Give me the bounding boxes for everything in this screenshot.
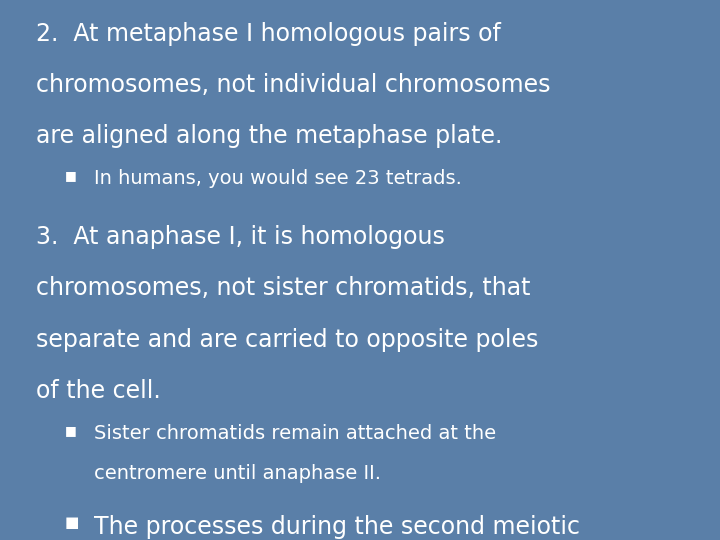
- Text: 2.  At metaphase I homologous pairs of: 2. At metaphase I homologous pairs of: [36, 22, 501, 45]
- Text: In humans, you would see 23 tetrads.: In humans, you would see 23 tetrads.: [94, 168, 462, 188]
- Text: are aligned along the metaphase plate.: are aligned along the metaphase plate.: [36, 124, 503, 148]
- Text: 3.  At anaphase I, it is homologous: 3. At anaphase I, it is homologous: [36, 225, 445, 249]
- Text: chromosomes, not individual chromosomes: chromosomes, not individual chromosomes: [36, 73, 551, 97]
- Text: centromere until anaphase II.: centromere until anaphase II.: [94, 464, 381, 483]
- Text: separate and are carried to opposite poles: separate and are carried to opposite pol…: [36, 328, 539, 352]
- Text: Sister chromatids remain attached at the: Sister chromatids remain attached at the: [94, 423, 496, 443]
- Text: ■: ■: [65, 515, 79, 530]
- Text: ■: ■: [65, 168, 76, 182]
- Text: The processes during the second meiotic: The processes during the second meiotic: [94, 515, 580, 539]
- Text: ■: ■: [65, 423, 76, 437]
- Text: chromosomes, not sister chromatids, that: chromosomes, not sister chromatids, that: [36, 276, 531, 300]
- Text: of the cell.: of the cell.: [36, 379, 161, 403]
